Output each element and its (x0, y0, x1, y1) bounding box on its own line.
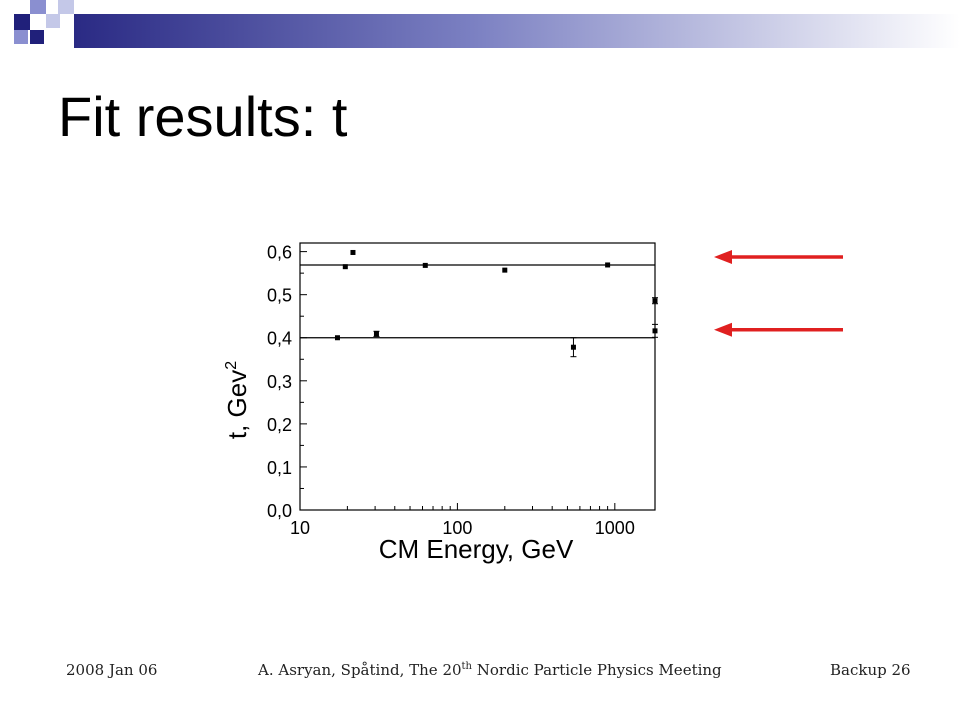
header-gradient-band (74, 14, 960, 48)
x-tick-label: 100 (442, 518, 472, 538)
header-square (46, 14, 60, 28)
footer-authors-text: A. Asryan, Spåtind, The 20 (258, 661, 462, 679)
header-square (30, 30, 44, 44)
data-point (373, 331, 379, 337)
data-point (334, 335, 340, 341)
data-point (342, 264, 348, 270)
y-tick-label: 0,5 (267, 286, 292, 306)
header-square (30, 0, 46, 14)
data-point (350, 249, 356, 255)
x-tick-label: 1000 (595, 518, 635, 538)
y-tick-label: 0,2 (267, 415, 292, 435)
y-tick-label: 0,0 (267, 501, 292, 521)
y-axis-label-exponent: 2 (223, 361, 240, 370)
footer-meeting-text: Nordic Particle Physics Meeting (472, 661, 722, 679)
header-square (14, 14, 30, 30)
y-tick-label: 0,6 (267, 243, 292, 263)
footer-page-number: Backup 26 (830, 661, 911, 679)
footer-authors: A. Asryan, Spåtind, The 20th Nordic Part… (258, 661, 722, 679)
data-point (422, 262, 428, 268)
data-point (652, 298, 658, 304)
y-tick-label: 0,1 (267, 458, 292, 478)
x-tick-label: 10 (290, 518, 310, 538)
footer-authors-ordinal: th (461, 661, 472, 672)
y-tick-label: 0,3 (267, 372, 292, 392)
data-point (652, 328, 658, 334)
header-square (14, 30, 28, 44)
plot-frame (299, 242, 656, 511)
header-square (58, 0, 74, 14)
y-axis-label-main: t, Gev (222, 370, 252, 439)
footer-date: 2008 Jan 06 (66, 661, 158, 679)
y-tick-label: 0,4 (267, 329, 292, 349)
data-point (605, 262, 611, 268)
red-arrow-head (714, 249, 732, 264)
header-decoration (14, 0, 960, 48)
slide-title: Fit results: t (58, 85, 348, 148)
data-point (502, 267, 508, 273)
red-arrow-head (714, 322, 732, 337)
y-axis-label: t, Gev2 (222, 361, 252, 439)
x-axis-label: CM Energy, GeV (379, 534, 574, 564)
data-point (570, 344, 576, 350)
